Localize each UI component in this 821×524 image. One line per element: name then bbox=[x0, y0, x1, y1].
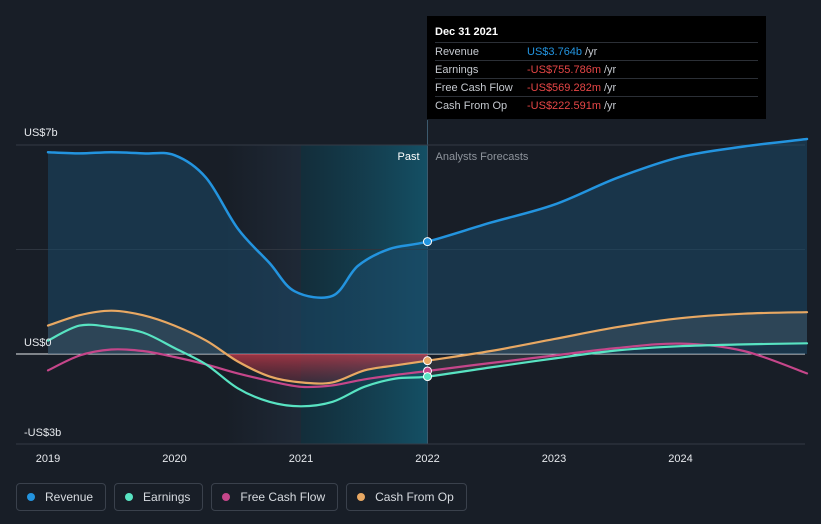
past-label: Past bbox=[397, 151, 419, 163]
tooltip-label: Earnings bbox=[435, 63, 479, 76]
x-tick-label: 2023 bbox=[542, 453, 566, 465]
revenue-area bbox=[48, 139, 807, 354]
tooltip-unit: /yr bbox=[604, 81, 617, 94]
x-tick-label: 2021 bbox=[289, 453, 313, 465]
legend-label: Free Cash Flow bbox=[240, 490, 326, 504]
legend-item-cash-from-op[interactable]: Cash From Op bbox=[346, 483, 467, 511]
hover-tooltip: Dec 31 2021 Revenue US$3.764b /yr Earnin… bbox=[427, 16, 766, 119]
negative-area bbox=[225, 354, 428, 384]
legend-dot-icon bbox=[222, 493, 231, 501]
x-tick-label: 2024 bbox=[668, 453, 692, 465]
tooltip-row-cash-from-op: Cash From Op -US$222.591m /yr bbox=[435, 96, 758, 114]
revenue-line bbox=[46, 137, 809, 299]
legend-dot-icon bbox=[125, 493, 134, 501]
forecast-label: Analysts Forecasts bbox=[436, 151, 529, 163]
tooltip-unit: /yr bbox=[585, 45, 598, 58]
tooltip-row-free-cash-flow: Free Cash Flow -US$569.282m /yr bbox=[435, 78, 758, 96]
x-tick-label: 2019 bbox=[36, 453, 60, 465]
revenue-marker bbox=[423, 237, 432, 247]
cash-from-op-marker bbox=[423, 356, 432, 366]
free-cash-flow-line bbox=[46, 342, 809, 389]
tooltip-label: Free Cash Flow bbox=[435, 81, 513, 94]
chart-legend: Revenue Earnings Free Cash Flow Cash Fro… bbox=[16, 483, 467, 511]
cash-from-op-line bbox=[46, 309, 809, 385]
tooltip-label: Revenue bbox=[435, 45, 480, 58]
x-tick-label: 2022 bbox=[415, 453, 439, 465]
earnings-line bbox=[46, 323, 809, 408]
tooltip-value: -US$222.591m bbox=[527, 99, 601, 112]
legend-label: Revenue bbox=[45, 490, 94, 504]
tooltip-unit: /yr bbox=[604, 63, 617, 76]
tooltip-row-earnings: Earnings -US$755.786m /yr bbox=[435, 60, 758, 78]
tooltip-unit: /yr bbox=[604, 99, 617, 112]
earnings-marker bbox=[423, 372, 432, 382]
y-tick-label: -US$3b bbox=[24, 427, 61, 439]
tooltip-label: Cash From Op bbox=[435, 99, 508, 112]
legend-label: Cash From Op bbox=[375, 490, 454, 504]
tooltip-value: US$3.764b bbox=[527, 45, 583, 58]
past-positive-area bbox=[48, 310, 226, 354]
legend-item-free-cash-flow[interactable]: Free Cash Flow bbox=[211, 483, 339, 511]
legend-dot-icon bbox=[27, 493, 35, 501]
tooltip-row-revenue: Revenue US$3.764b /yr bbox=[435, 42, 758, 60]
x-tick-label: 2020 bbox=[162, 453, 186, 465]
legend-item-earnings[interactable]: Earnings bbox=[114, 483, 204, 511]
tooltip-date: Dec 31 2021 bbox=[435, 26, 498, 38]
tooltip-value: -US$755.786m bbox=[527, 63, 601, 76]
legend-item-revenue[interactable]: Revenue bbox=[16, 483, 107, 511]
y-tick-label: US$7b bbox=[24, 127, 58, 139]
legend-dot-icon bbox=[357, 493, 366, 501]
legend-label: Earnings bbox=[143, 490, 191, 504]
tooltip-value: -US$569.282m bbox=[527, 81, 601, 94]
y-tick-label: US$0 bbox=[24, 337, 52, 349]
forecast-area bbox=[427, 312, 807, 377]
